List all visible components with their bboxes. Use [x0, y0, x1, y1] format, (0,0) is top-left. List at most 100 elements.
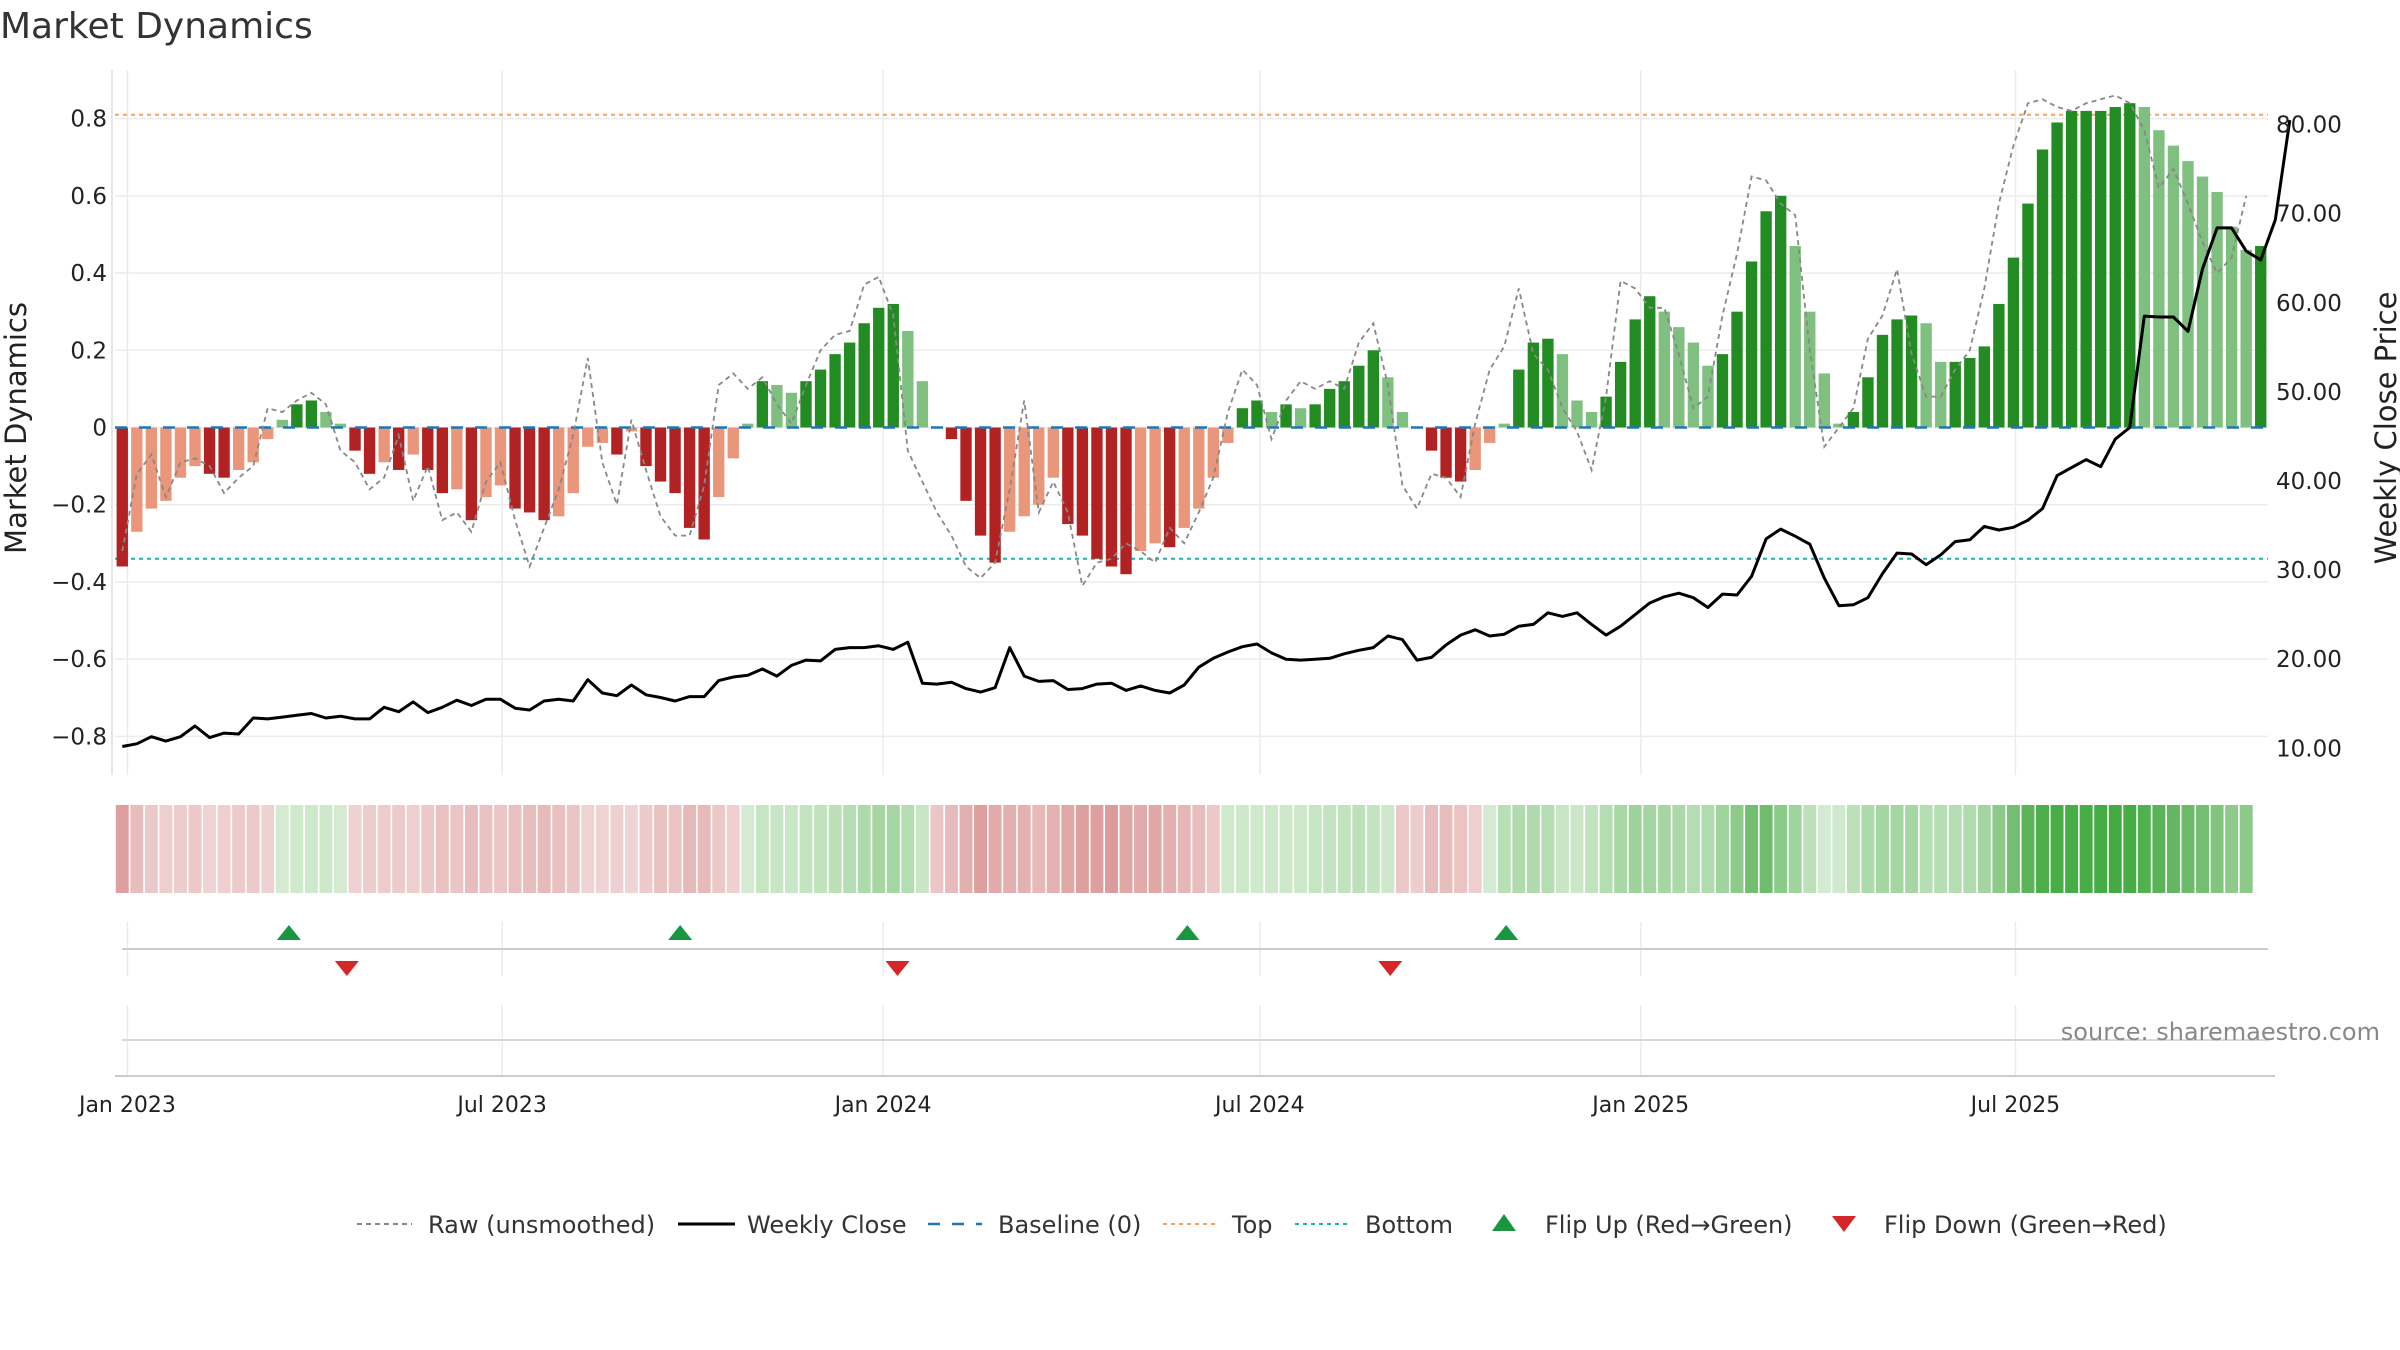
regime-cell [1003, 805, 1017, 893]
regime-cell [1046, 805, 1060, 893]
md-bar [1076, 427, 1089, 536]
regime-cell [581, 805, 595, 893]
regime-cell [1716, 805, 1729, 893]
md-bar [116, 427, 128, 567]
regime-cell [188, 805, 202, 893]
md-bar [829, 354, 841, 428]
regime-cell [1497, 805, 1511, 893]
md-bar [713, 427, 725, 497]
md-bar [2138, 107, 2151, 428]
regime-cell [232, 805, 246, 893]
right-tick-label: 10.00 [2276, 736, 2342, 762]
regime-cell [261, 805, 275, 893]
md-bar [1687, 342, 1700, 428]
md-bar [1091, 427, 1103, 559]
x-tick-label: Jul 2023 [455, 1093, 547, 1118]
regime-cell [1075, 805, 1089, 893]
md-bar [451, 427, 463, 490]
md-bar [145, 427, 158, 509]
md-bar [392, 427, 405, 470]
legend-label: Baseline (0) [998, 1211, 1141, 1239]
regime-cell [1308, 805, 1322, 893]
regime-cell [2181, 805, 2195, 893]
md-bar [989, 427, 1001, 563]
x-tick-label: Jan 2023 [77, 1093, 176, 1118]
regime-cell [784, 805, 798, 893]
md-bar [1236, 408, 1249, 428]
regime-cell [1570, 805, 1584, 893]
md-bar [2007, 257, 2020, 428]
right-tick-label: 80.00 [2276, 113, 2342, 139]
md-bar [509, 427, 521, 509]
regime-cell [610, 805, 624, 893]
regime-cell [814, 805, 828, 893]
md-bar [1120, 427, 1132, 575]
md-bar [1876, 334, 1889, 428]
md-bar [1309, 404, 1321, 428]
md-bar [2153, 130, 2165, 428]
md-bar [1018, 427, 1030, 517]
left-tick-label: −0.8 [51, 724, 107, 750]
md-bar [567, 427, 579, 494]
md-bar [1280, 404, 1292, 428]
md-bar [1033, 427, 1045, 505]
regime-cell [944, 805, 958, 893]
md-bar [232, 427, 245, 470]
md-bar [218, 427, 230, 478]
right-tick-label: 40.00 [2276, 469, 2342, 495]
md-bar [858, 323, 870, 428]
regime-cell [1425, 805, 1439, 893]
regime-cell [1279, 805, 1293, 893]
regime-cell [741, 805, 755, 893]
regime-cell [1657, 805, 1671, 893]
md-bar [960, 427, 972, 501]
regime-cell [595, 805, 609, 893]
md-bar [334, 423, 347, 428]
regime-cell [988, 805, 1002, 893]
right-tick-label: 50.00 [2276, 380, 2342, 406]
regime-cell [1119, 805, 1133, 893]
regime-cell [144, 805, 158, 893]
regime-cell [2079, 805, 2093, 893]
md-bar [2036, 149, 2049, 428]
regime-cell [2123, 805, 2137, 893]
md-bar [480, 427, 492, 497]
md-bar [742, 423, 754, 428]
md-bar [1367, 350, 1380, 428]
left-y-axis-ticks: 0.8 0.6 0.4 0.2 0 −0.2 −0.4 −0.6 −0.8 [51, 107, 107, 751]
left-tick-label: −0.2 [51, 493, 107, 519]
regime-cell [683, 805, 697, 893]
md-bar [1614, 361, 1627, 428]
raw-unsmoothed-line [121, 94, 2248, 589]
regime-cell [1876, 805, 1889, 893]
regime-cell [1919, 805, 1933, 893]
md-bar [873, 307, 885, 428]
regime-cell [1526, 805, 1540, 893]
md-bar [2182, 161, 2194, 428]
legend-label: Bottom [1365, 1211, 1453, 1239]
md-bar [1629, 319, 1641, 428]
md-bar [640, 427, 652, 467]
regime-cell [1701, 805, 1715, 893]
md-bar [1600, 396, 1612, 428]
regime-cell [203, 805, 217, 893]
md-bar [654, 427, 667, 482]
md-bar [436, 427, 448, 494]
md-bar [1193, 427, 1205, 509]
md-bar [974, 427, 987, 536]
regime-color-strip [115, 805, 2253, 893]
legend-label: Top [1231, 1211, 1273, 1239]
left-tick-label: 0.4 [70, 261, 107, 287]
left-tick-label: 0.6 [70, 184, 107, 210]
md-bar [363, 427, 376, 474]
regime-cell [1555, 805, 1569, 893]
regime-cell [2036, 805, 2049, 893]
regime-cell [363, 805, 377, 893]
regime-cell [406, 805, 420, 893]
md-bar [1993, 303, 2005, 428]
md-bar [203, 427, 216, 474]
regime-cell [901, 805, 915, 893]
md-bar [2255, 246, 2267, 428]
regime-cell [246, 805, 260, 893]
